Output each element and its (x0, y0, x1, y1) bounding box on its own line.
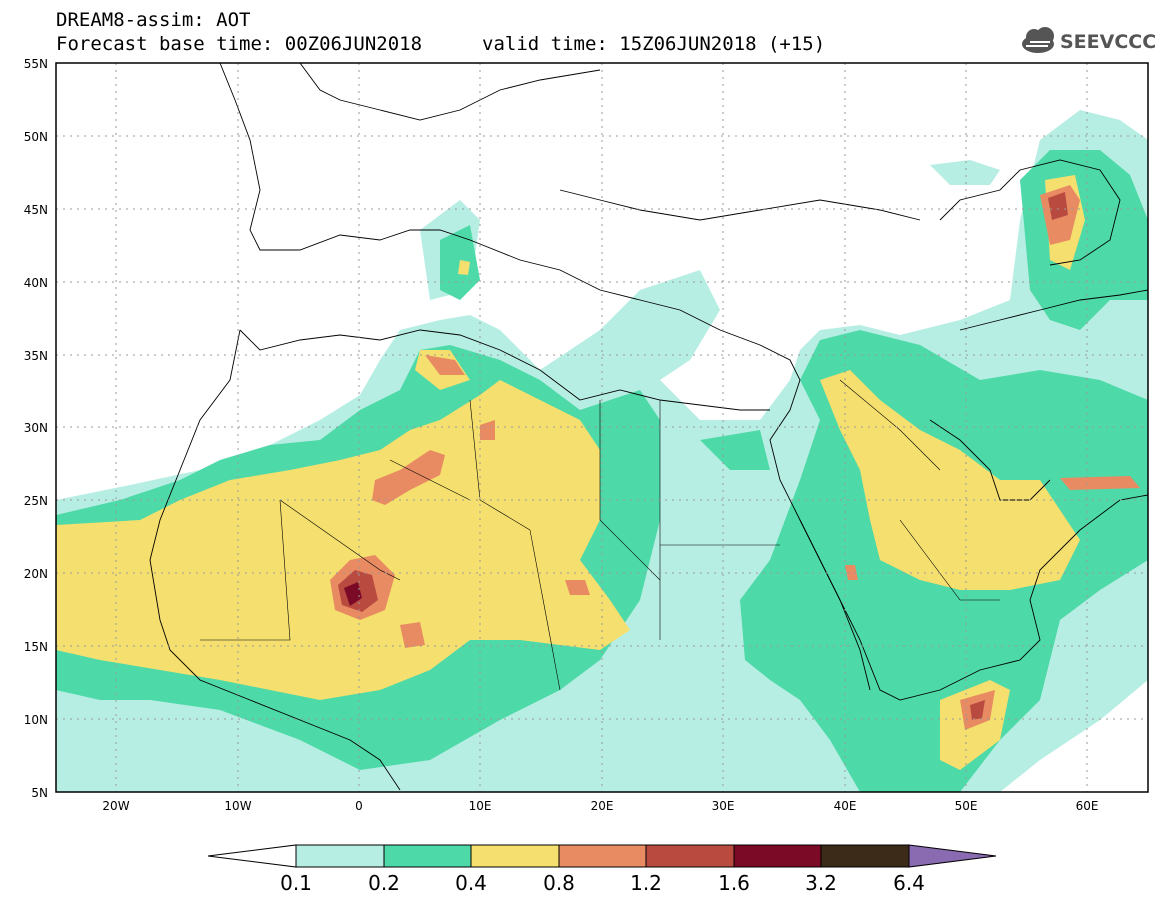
lon-tick: 40E (834, 799, 857, 813)
valid-time: valid time: 15Z06JUN2018 (+15) (482, 33, 826, 55)
colorbar-high-arrow (908, 844, 997, 868)
colorbar-low-arrow (207, 844, 297, 868)
map-title: DREAM8-assim: AOT (56, 9, 251, 31)
forecast-base-time: Forecast base time: 00Z06JUN2018 (56, 33, 423, 55)
lat-tick: 25N (24, 494, 48, 508)
cloud-icon (1022, 27, 1054, 53)
lat-tick: 50N (24, 130, 48, 144)
lon-tick: 10E (469, 799, 492, 813)
lat-tick: 30N (24, 421, 48, 435)
lon-tick: 0 (355, 799, 363, 813)
lon-tick: 20E (591, 799, 614, 813)
country-borders (200, 379, 1000, 691)
lat-tick: 5N (31, 786, 48, 800)
colorbar-label: 0.1 (280, 871, 312, 895)
aot-fields (56, 63, 1148, 792)
lon-tick: 30E (712, 799, 735, 813)
logo-text: SEEVCCC (1060, 31, 1156, 53)
lat-tick: 45N (24, 203, 48, 217)
colorbar-label: 1.2 (630, 871, 662, 895)
aot-level-1-6 (344, 582, 362, 606)
colorbar-swatch (733, 844, 822, 868)
seevccc-logo: SEEVCCC (1022, 27, 1156, 53)
colorbar-label: 0.2 (368, 871, 400, 895)
lat-tick: 55N (24, 57, 48, 71)
lat-tick: 15N (24, 640, 48, 654)
lon-tick: 50E (955, 799, 978, 813)
lat-tick: 20N (24, 567, 48, 581)
lat-tick: 10N (24, 713, 48, 727)
colorbar-swatch (470, 844, 560, 868)
lon-axis: 20W 10W 0 10E 20E 30E 40E 50E 60E (102, 799, 1098, 813)
lat-axis: 5N 10N 15N 20N 25N 30N 35N 40N 45N 50N 5… (24, 57, 48, 800)
colorbar-swatch (645, 844, 735, 868)
colorbar: 0.1 0.2 0.4 0.8 1.2 1.6 3.2 6.4 (207, 844, 997, 895)
lon-tick: 20W (102, 799, 129, 813)
lat-tick: 35N (24, 349, 48, 363)
colorbar-label: 3.2 (805, 871, 837, 895)
colorbar-swatch (558, 844, 647, 868)
colorbar-label: 0.8 (543, 871, 575, 895)
colorbar-swatch (820, 844, 910, 868)
colorbar-label: 6.4 (893, 871, 925, 895)
lon-tick: 10W (224, 799, 251, 813)
gridlines (56, 63, 1148, 792)
coastlines (149, 63, 1148, 791)
colorbar-label: 1.6 (718, 871, 750, 895)
plot-frame (55, 62, 1149, 793)
colorbar-swatch (383, 844, 472, 868)
lon-tick: 60E (1076, 799, 1099, 813)
colorbar-label: 0.4 (455, 871, 487, 895)
lat-tick: 40N (24, 276, 48, 290)
colorbar-swatch (295, 844, 385, 868)
